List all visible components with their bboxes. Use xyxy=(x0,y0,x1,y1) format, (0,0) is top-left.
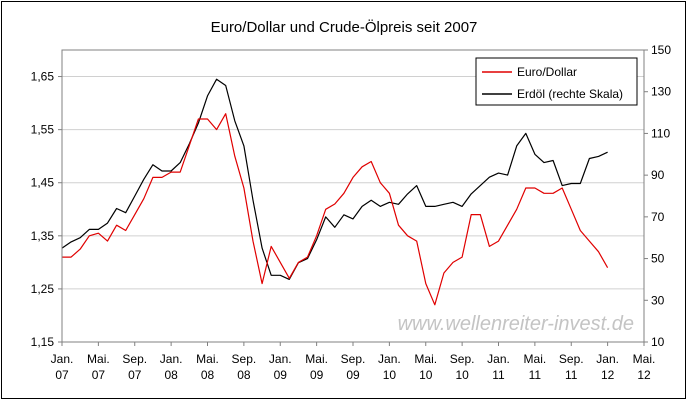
x-axis-tick-month: Sep. xyxy=(341,352,366,366)
right-axis-tick-label: 50 xyxy=(651,252,665,266)
x-axis-tick-year: 11 xyxy=(565,368,578,382)
x-axis-tick-year: 11 xyxy=(529,368,542,382)
x-axis-tick-year: 08 xyxy=(164,368,178,382)
series-line-erdo-l-rechte-skala xyxy=(61,78,608,280)
x-axis-tick-year: 08 xyxy=(237,368,251,382)
x-axis-tick-month: Mai. xyxy=(196,352,219,366)
x-axis-tick-year: 09 xyxy=(274,368,288,382)
x-axis-tick-month: Sep. xyxy=(450,352,475,366)
left-axis: 1,15 1,25 1,35 1,45 1,55 1,65 xyxy=(31,70,62,349)
right-axis-tick-label: 110 xyxy=(651,126,670,140)
x-axis-tick-year: 09 xyxy=(310,368,324,382)
series-line-euro-dollar xyxy=(62,113,609,306)
x-axis-tick-year: 07 xyxy=(55,368,69,382)
left-axis-tick-label: 1,35 xyxy=(31,229,55,243)
x-axis-tick-month: Sep. xyxy=(559,352,584,366)
x-axis-tick-month: Mai. xyxy=(305,352,328,366)
x-axis-tick-year: 12 xyxy=(601,368,615,382)
left-axis-tick-label: 1,65 xyxy=(31,70,55,84)
legend-label: Erdöl (rechte Skala) xyxy=(517,87,623,101)
x-axis-tick-year: 09 xyxy=(346,368,360,382)
x-axis-tick-month: Jan. xyxy=(596,352,619,366)
right-axis-tick-label: 130 xyxy=(651,85,671,99)
left-axis-tick-label: 1,45 xyxy=(31,176,55,190)
x-axis-tick-month: Mai. xyxy=(633,352,656,366)
left-axis-tick-label: 1,55 xyxy=(31,123,55,137)
right-axis-tick-label: 70 xyxy=(651,210,665,224)
x-axis-tick-month: Sep. xyxy=(122,352,147,366)
x-axis-tick-year: 10 xyxy=(455,368,469,382)
watermark: www.wellenreiter-invest.de xyxy=(398,313,634,335)
left-axis-tick-label: 1,25 xyxy=(31,282,55,296)
right-axis-tick-label: 150 xyxy=(651,43,671,57)
left-axis-tick-label: 1,15 xyxy=(31,335,55,349)
x-axis-tick-year: 12 xyxy=(637,368,651,382)
x-axis-tick-month: Jan. xyxy=(378,352,401,366)
right-axis-tick-label: 30 xyxy=(651,293,665,307)
legend: Euro/Dollar Erdöl (rechte Skala) xyxy=(475,57,638,106)
legend-label: Euro/Dollar xyxy=(517,65,577,79)
x-axis-tick-year: 10 xyxy=(383,368,397,382)
x-axis-tick-year: 08 xyxy=(201,368,215,382)
x-axis-tick-month: Sep. xyxy=(232,352,257,366)
x-axis: Jan. 07 Mai. 07 Sep. 07 Jan. 08 Mai. 08 Sep. 08 Jan.… xyxy=(51,342,656,382)
x-axis-tick-year: 07 xyxy=(92,368,106,382)
x-axis-tick-year: 07 xyxy=(128,368,142,382)
x-axis-tick-month: Jan. xyxy=(269,352,292,366)
right-axis-tick-label: 10 xyxy=(651,335,665,349)
x-axis-tick-month: Mai. xyxy=(524,352,547,366)
right-axis-tick-label: 90 xyxy=(651,168,665,182)
x-axis-tick-year: 10 xyxy=(419,368,433,382)
x-axis-tick-month: Jan. xyxy=(51,352,74,366)
x-axis-tick-month: Mai. xyxy=(414,352,437,366)
x-axis-tick-year: 11 xyxy=(492,368,505,382)
legend-box xyxy=(475,57,638,106)
x-axis-tick-month: Jan. xyxy=(487,352,510,366)
series-layer xyxy=(61,78,609,306)
chart-title: Euro/Dollar und Crude-Ölpreis seit 2007 xyxy=(211,18,478,36)
x-axis-tick-month: Jan. xyxy=(160,352,183,366)
right-axis: 10 30 50 70 90 110 130 150 xyxy=(644,43,671,349)
x-axis-tick-month: Mai. xyxy=(87,352,110,366)
